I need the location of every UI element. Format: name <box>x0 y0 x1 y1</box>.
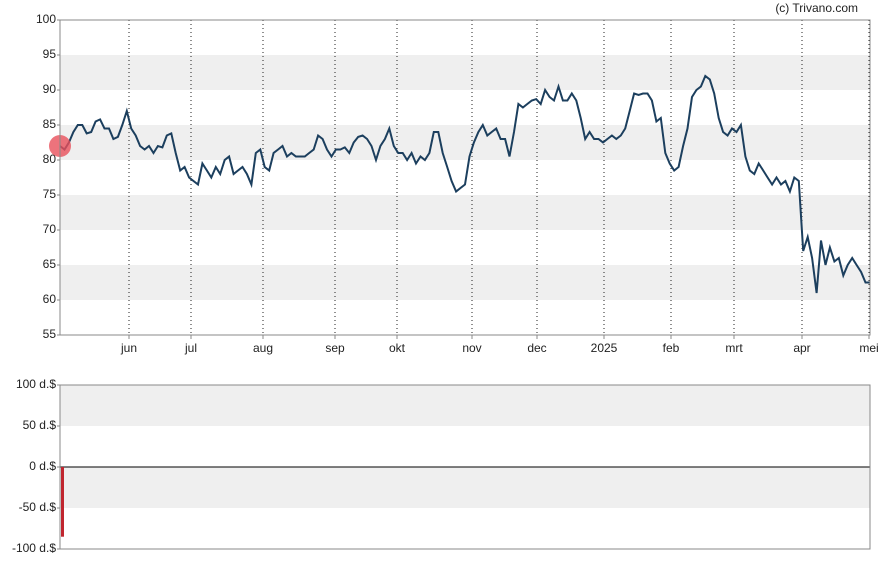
y-tick-label: 70 <box>43 222 57 236</box>
y-tick-label: 100 d.$ <box>16 377 56 391</box>
x-tick-label: dec <box>527 341 546 355</box>
grid-band <box>60 55 870 90</box>
x-tick-label: apr <box>793 341 810 355</box>
y-tick-label: 55 <box>43 327 57 341</box>
y-tick-label: 60 <box>43 292 57 306</box>
y-tick-label: 75 <box>43 187 57 201</box>
y-tick-label: 90 <box>43 82 57 96</box>
y-tick-label: -100 d.$ <box>12 541 56 555</box>
plot-border <box>59 19 871 336</box>
grid-band <box>60 265 870 300</box>
y-tick-label: 100 <box>36 12 56 26</box>
grid-band <box>60 125 870 160</box>
x-tick-label: jun <box>120 341 137 355</box>
x-tick-label: nov <box>462 341 481 355</box>
x-tick-label: okt <box>389 341 406 355</box>
y-tick-label: 80 <box>43 152 57 166</box>
y-tick-label: 50 d.$ <box>23 418 57 432</box>
annotation: (c) Trivano.com <box>775 1 858 15</box>
x-tick-label: mrt <box>725 341 743 355</box>
y-tick-label: -50 d.$ <box>19 500 57 514</box>
grid-band <box>60 385 870 426</box>
plot-border <box>59 384 871 550</box>
x-tick-label: jul <box>184 341 197 355</box>
x-tick-label: aug <box>253 341 273 355</box>
grid-band <box>60 467 870 508</box>
x-tick-label: 2025 <box>591 341 618 355</box>
y-tick-label: 85 <box>43 117 57 131</box>
bar <box>61 467 64 537</box>
y-tick-label: 0 d.$ <box>29 459 56 473</box>
x-tick-label: mei <box>859 341 878 355</box>
y-tick-label: 65 <box>43 257 57 271</box>
price-line <box>59 74 870 294</box>
x-tick-label: sep <box>325 341 345 355</box>
grid-band <box>60 195 870 230</box>
y-tick-label: 95 <box>43 47 57 61</box>
x-tick-label: feb <box>663 341 680 355</box>
